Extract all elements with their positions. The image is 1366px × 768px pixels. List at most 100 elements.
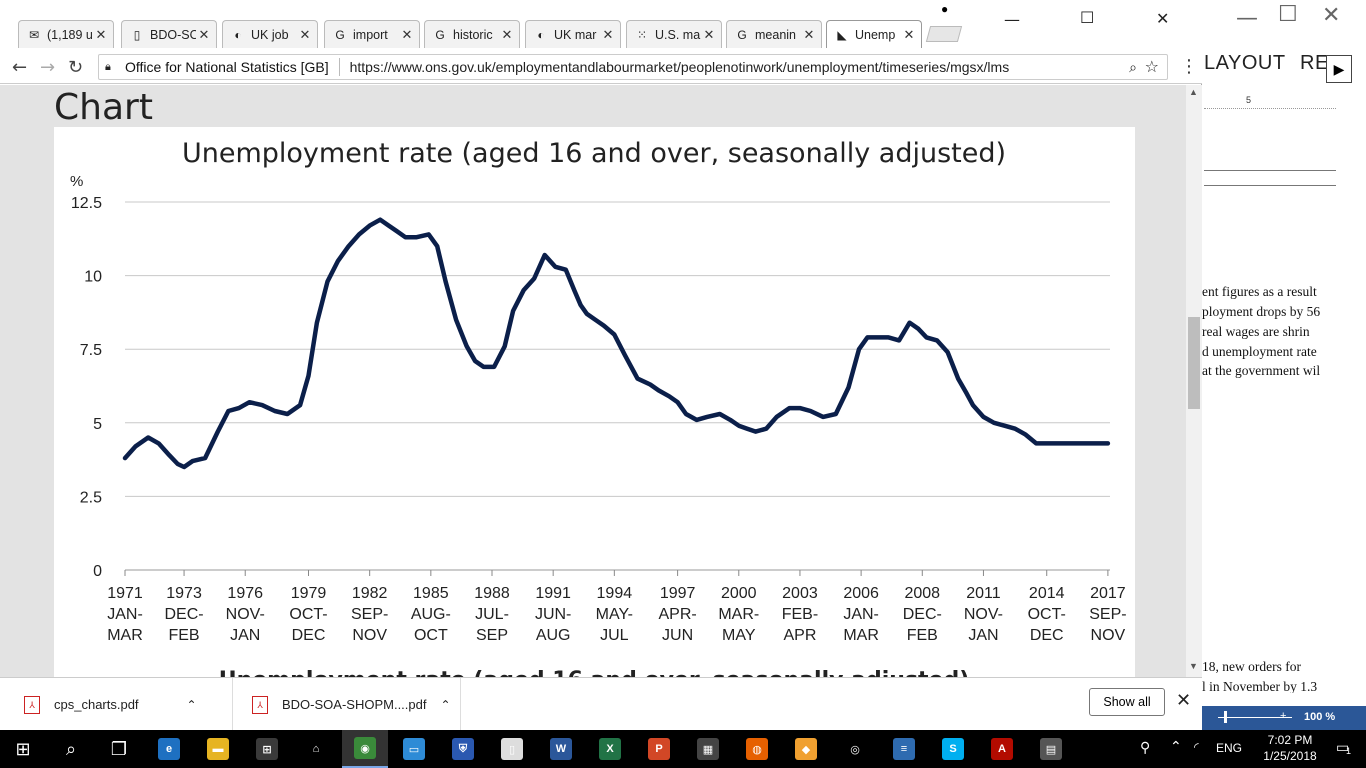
- close-icon[interactable]: ✕: [1176, 690, 1192, 710]
- x-tick-label: FEB-: [782, 606, 818, 623]
- new-tab-button[interactable]: [925, 26, 963, 42]
- taskbar-app[interactable]: ▤: [1028, 730, 1074, 768]
- profile-icon[interactable]: ●: [941, 2, 949, 16]
- scroll-down-icon[interactable]: ▼: [1189, 661, 1198, 671]
- taskbar-app[interactable]: ◉: [342, 730, 388, 768]
- taskbar-app[interactable]: ▬: [195, 730, 241, 768]
- taskbar-app[interactable]: P: [636, 730, 682, 768]
- browser-toolbar: ← → ↻ 🔒︎ Office for National Statistics …: [0, 50, 1202, 84]
- notification-icon[interactable]: ▭: [1336, 739, 1350, 755]
- show-all-button[interactable]: Show all: [1089, 688, 1165, 716]
- close-icon[interactable]: ✕: [803, 26, 815, 42]
- close-icon[interactable]: ✕: [602, 26, 614, 42]
- tab[interactable]: ◐ UK job ✕: [222, 20, 318, 48]
- taskbar-app[interactable]: ◆: [783, 730, 829, 768]
- zoom-slider-thumb[interactable]: [1224, 711, 1227, 723]
- task-view-button[interactable]: ❐: [96, 730, 142, 768]
- clock-date[interactable]: 1/25/2018: [1263, 749, 1317, 763]
- taskbar-app[interactable]: ▯: [489, 730, 535, 768]
- x-tick-label: JUL-: [475, 606, 509, 623]
- search-button[interactable]: ⌕: [48, 730, 94, 768]
- site-identity[interactable]: Office for National Statistics [GB]: [125, 59, 329, 75]
- taskbar-app[interactable]: ◎: [832, 730, 878, 768]
- unemployment-chart: Unemployment rate (aged 16 and over, sea…: [70, 138, 1127, 677]
- ribbon-tab-layout[interactable]: LAYOUT: [1204, 52, 1286, 74]
- tab[interactable]: ⁙ U.S. ma ✕: [626, 20, 722, 48]
- taskbar-app[interactable]: ⊞: [244, 730, 290, 768]
- zoom-slider[interactable]: [1218, 717, 1292, 718]
- address-bar[interactable]: 🔒︎ Office for National Statistics [GB] h…: [98, 54, 1168, 80]
- back-icon[interactable]: ←: [12, 57, 28, 78]
- chevron-up-icon[interactable]: ⌃: [186, 697, 197, 712]
- close-icon[interactable]: ✕: [401, 26, 413, 42]
- close-icon[interactable]: ✕: [198, 26, 210, 42]
- reload-icon[interactable]: ↻: [68, 57, 84, 78]
- taskbar-app[interactable]: W: [538, 730, 584, 768]
- x-tick-label: 1982: [352, 585, 388, 602]
- language-indicator[interactable]: ENG: [1216, 741, 1243, 755]
- excel-icon: X: [599, 738, 621, 760]
- chevron-up-icon[interactable]: ⌃: [1170, 738, 1182, 754]
- taskbar-app[interactable]: e: [146, 730, 192, 768]
- windows-icon: ⊞: [15, 738, 31, 759]
- tab[interactable]: ▯ BDO-SO ✕: [121, 20, 217, 48]
- forward-icon[interactable]: →: [40, 57, 56, 78]
- scroll-up-icon[interactable]: ▲: [1189, 87, 1198, 97]
- close-icon[interactable]: ✕: [501, 26, 513, 42]
- taskbar-app[interactable]: S: [930, 730, 976, 768]
- zoom-in-icon[interactable]: +: [1280, 710, 1287, 722]
- ribbon-tab-references[interactable]: REF: [1300, 52, 1330, 74]
- download-filename: cps_charts.pdf: [54, 697, 139, 712]
- scrollbar[interactable]: ▲ ▼: [1186, 85, 1202, 677]
- maximize-icon[interactable]: ☐: [1080, 8, 1095, 27]
- close-icon[interactable]: ✕: [1322, 3, 1341, 28]
- close-icon[interactable]: ✕: [1156, 9, 1170, 28]
- wifi-icon[interactable]: ◜: [1194, 740, 1199, 754]
- start-button[interactable]: ⊞: [0, 730, 46, 768]
- notepad-icon: ▯: [501, 738, 523, 760]
- calculator-icon: ▦: [697, 738, 719, 760]
- people-icon[interactable]: ⚲: [1140, 739, 1151, 755]
- close-icon[interactable]: ✕: [299, 26, 311, 42]
- scrollbar-thumb[interactable]: [1188, 317, 1200, 409]
- doc-text-line: real wages are shrin: [1202, 324, 1310, 339]
- close-icon[interactable]: ✕: [95, 26, 107, 42]
- taskbar-app[interactable]: ▭: [391, 730, 437, 768]
- url-text[interactable]: https://www.ons.gov.uk/employmentandlabo…: [349, 59, 1010, 75]
- close-icon[interactable]: ✕: [903, 26, 915, 42]
- tab[interactable]: ◐ UK mar ✕: [525, 20, 621, 48]
- minimize-icon[interactable]: —: [1004, 10, 1020, 29]
- zoom-icon[interactable]: ⌕: [1129, 59, 1137, 75]
- taskbar-app[interactable]: ▦: [685, 730, 731, 768]
- taskbar-app[interactable]: ⛨: [440, 730, 486, 768]
- x-tick-label: JUL: [600, 627, 629, 644]
- tab[interactable]: ◣ Unemp ✕: [826, 20, 922, 48]
- mail-icon: ✉: [28, 27, 40, 42]
- x-tick-label: APR: [783, 627, 816, 644]
- download-item[interactable]: ⅄ cps_charts.pdf ⌃: [0, 678, 233, 731]
- minimize-icon[interactable]: —: [1236, 6, 1258, 31]
- clock-time[interactable]: 7:02 PM: [1267, 733, 1313, 747]
- taskbar-app[interactable]: A: [979, 730, 1025, 768]
- bookmark-star-icon[interactable]: ☆: [1144, 59, 1159, 76]
- taskbar-app[interactable]: ⌂: [293, 730, 339, 768]
- globe-icon: ◐: [234, 27, 242, 42]
- menu-icon[interactable]: ⋮: [1180, 56, 1198, 76]
- download-item[interactable]: ⅄ BDO-SOA-SHOPM....pdf ⌃: [234, 678, 461, 731]
- shield-icon: ⛨: [452, 738, 474, 760]
- taskbar-app[interactable]: ≡: [881, 730, 927, 768]
- taskbar-app[interactable]: X: [587, 730, 633, 768]
- maximize-icon[interactable]: ☐: [1278, 2, 1298, 27]
- system-tray: ⚲ ⌃ ◜ ENG 7:02 PM 1/25/2018 ▭ 1: [1126, 730, 1366, 768]
- x-tick-label: AUG: [536, 627, 571, 644]
- powerpoint-icon: P: [648, 738, 670, 760]
- tab[interactable]: ✉ (1,189 u ✕: [18, 20, 114, 48]
- close-icon[interactable]: ✕: [703, 26, 715, 42]
- chevron-up-icon[interactable]: ⌃: [440, 697, 451, 712]
- taskbar-app[interactable]: ◍: [734, 730, 780, 768]
- divider: [338, 58, 340, 76]
- ribbon-scroll-right[interactable]: ▶: [1326, 55, 1352, 83]
